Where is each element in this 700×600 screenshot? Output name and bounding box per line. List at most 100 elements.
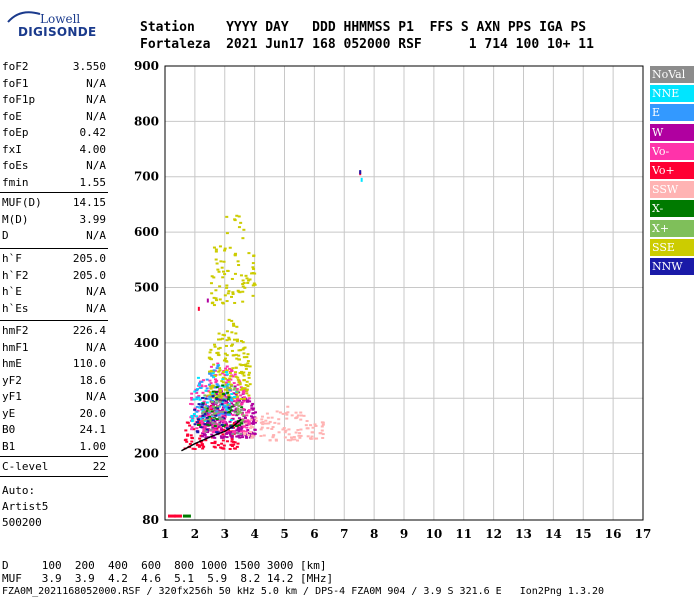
echo-point: [244, 363, 248, 366]
echo-point-bottom: [173, 514, 182, 518]
param-name: B0: [2, 423, 16, 436]
echo-point: [263, 422, 267, 425]
param-name: h`F: [2, 252, 22, 265]
echo-point: [246, 399, 250, 402]
param-separator: [0, 456, 108, 457]
echo-point: [214, 414, 218, 417]
echo-point: [225, 408, 229, 411]
echo-point: [213, 428, 217, 431]
echo-point: [235, 325, 239, 328]
param-name: fmin: [2, 175, 29, 189]
echo-point: [247, 371, 251, 374]
echo-point: [227, 394, 231, 397]
echo-point: [234, 375, 238, 378]
echo-point: [245, 423, 249, 426]
echo-point: [268, 439, 272, 442]
echo-point: [285, 413, 289, 416]
echo-point: [226, 270, 230, 273]
echo-point: [204, 397, 208, 400]
echo-point: [285, 417, 289, 420]
echo-point: [264, 419, 268, 422]
echo-point: [211, 422, 215, 425]
echo-point: [230, 277, 234, 280]
echo-point: [217, 370, 221, 373]
echo-point: [215, 398, 219, 401]
echo-point: [227, 395, 231, 398]
echo-point: [266, 416, 270, 419]
echo-point: [235, 392, 239, 395]
echo-point: [243, 397, 247, 400]
echo-point: [223, 414, 227, 417]
echo-point: [232, 392, 236, 395]
echo-point: [203, 423, 207, 426]
echo-point: [240, 436, 244, 439]
echo-point: [220, 400, 224, 403]
echo-point: [223, 273, 227, 276]
echo-point: [201, 402, 205, 405]
echo-point: [212, 376, 216, 379]
echo-point: [204, 385, 208, 388]
echo-point: [196, 431, 200, 434]
echo-point: [245, 389, 249, 392]
echo-point: [209, 387, 213, 390]
echo-point: [217, 338, 221, 341]
echo-point: [226, 379, 230, 382]
echo-point: [228, 372, 232, 375]
echo-point: [215, 418, 219, 421]
echo-point: [192, 414, 196, 417]
echo-point: [233, 373, 237, 376]
param-value: 18.6: [79, 373, 107, 387]
echo-point: [288, 439, 292, 442]
echo-point: [193, 448, 197, 451]
echo-point: [223, 294, 227, 297]
echo-point: [239, 370, 243, 373]
echo-point: [220, 442, 224, 445]
echo-point: [222, 359, 226, 362]
echo-point: [248, 400, 252, 403]
echo-point: [221, 439, 225, 442]
echo-point: [250, 404, 254, 407]
echo-point: [219, 387, 223, 390]
param-name: yF2: [2, 373, 22, 387]
echo-point: [306, 427, 310, 430]
echo-point: [241, 237, 245, 240]
echo-point: [226, 405, 230, 408]
echo-point: [299, 428, 303, 431]
echo-point: [202, 408, 206, 411]
echo-point: [233, 272, 237, 275]
echo-point: [206, 420, 210, 423]
echo-point: [247, 279, 251, 282]
echo-point: [246, 433, 250, 436]
echo-point: [195, 427, 199, 430]
echo-point: [253, 283, 257, 286]
echo-point: [299, 411, 303, 414]
echo-point: [200, 406, 204, 409]
echo-point: [245, 411, 249, 414]
echo-point: [294, 411, 298, 414]
echo-point: [230, 331, 234, 334]
echo-point: [245, 392, 249, 395]
echo-point: [216, 365, 220, 368]
echo-point: [228, 377, 232, 380]
echo-point: [190, 396, 194, 399]
param-value: 1.55: [79, 175, 107, 189]
echo-point: [202, 428, 206, 431]
echo-point: [286, 411, 290, 414]
echo-point: [196, 423, 200, 426]
echo-point: [223, 388, 227, 391]
echo-point: [233, 411, 237, 414]
echo-point: [231, 432, 235, 435]
echo-point: [243, 387, 247, 390]
echo-point: [232, 322, 236, 325]
echo-point: [249, 426, 253, 429]
echo-point: [216, 444, 220, 447]
echo-point: [311, 426, 315, 429]
echo-point: [229, 375, 233, 378]
echo-point: [209, 398, 213, 401]
echo-point: [219, 435, 223, 438]
echo-point: [198, 406, 202, 409]
echo-point: [220, 395, 224, 398]
echo-point: [277, 418, 281, 421]
echo-point: [314, 424, 318, 427]
echo-point: [212, 411, 216, 414]
